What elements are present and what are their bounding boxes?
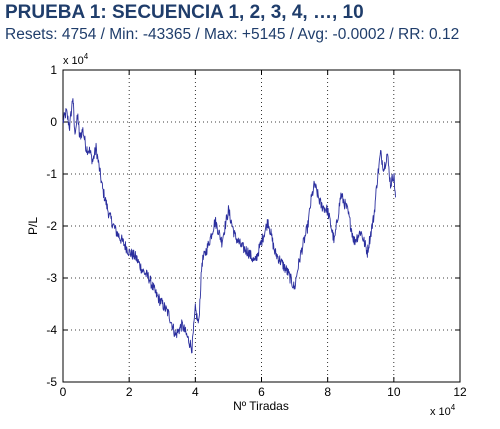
x-axis-multiplier: x 104 bbox=[430, 403, 456, 418]
x-tick-label: 8 bbox=[324, 385, 331, 399]
y-tick-label: 1 bbox=[50, 63, 57, 77]
y-tick-label: -1 bbox=[46, 167, 57, 181]
x-tick-label: 12 bbox=[453, 385, 467, 399]
x-axis-label: Nº Tiradas bbox=[233, 399, 289, 413]
chart-title: PRUEBA 1: SECUENCIA 1, 2, 3, 4, …, 10 bbox=[5, 2, 364, 23]
y-tick-label: -2 bbox=[46, 219, 57, 233]
x-tick-label: 6 bbox=[258, 385, 265, 399]
chart-subtitle-stats: Resets: 4754 / Min: -43365 / Max: +5145 … bbox=[5, 26, 460, 43]
x-tick-label: 10 bbox=[387, 385, 401, 399]
y-axis-label: P/L bbox=[26, 217, 40, 235]
y-tick-label: -3 bbox=[46, 271, 57, 285]
y-axis-multiplier: x 104 bbox=[63, 52, 89, 67]
grid bbox=[63, 70, 460, 382]
x-tick-label: 0 bbox=[60, 385, 67, 399]
x-tick-label: 4 bbox=[192, 385, 199, 399]
y-tick-label: 0 bbox=[50, 115, 57, 129]
y-tick-label: -5 bbox=[46, 375, 57, 389]
pl-series-line bbox=[62, 98, 396, 354]
x-tick-label: 2 bbox=[126, 385, 133, 399]
series-layer bbox=[62, 98, 396, 354]
y-tick-label: -4 bbox=[46, 323, 57, 337]
